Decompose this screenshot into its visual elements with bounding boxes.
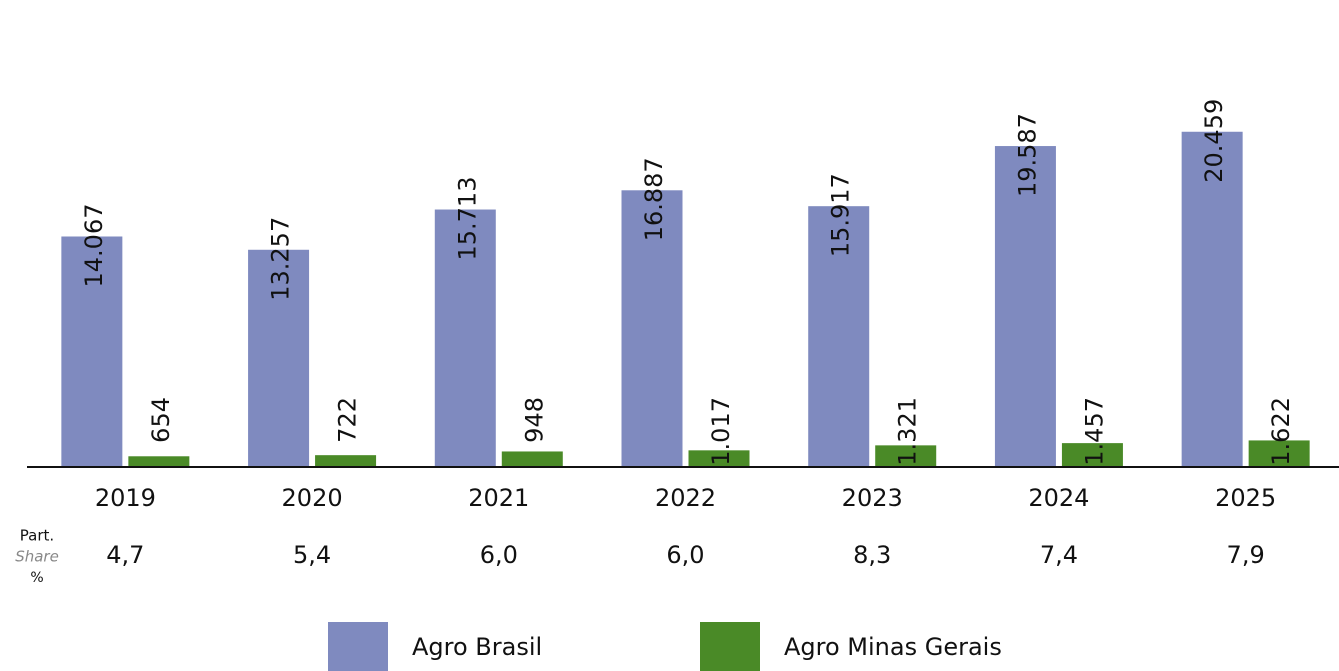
share-label: 8,3 [853,541,891,569]
data-label: 16.887 [640,157,668,241]
x-tick-label: 2022 [655,484,716,512]
share-label: 4,7 [106,541,144,569]
bar [994,146,1056,468]
data-label: 13.257 [267,217,295,301]
bar [808,206,870,467]
x-tick-label: 2023 [842,484,903,512]
bar [128,456,190,467]
bar [688,450,750,467]
data-label: 19.587 [1013,113,1041,197]
data-label: 20.459 [1200,99,1228,183]
bar [1248,440,1310,467]
share-label: 7,9 [1227,541,1265,569]
data-label: 15.917 [827,173,855,257]
bar [315,455,377,467]
share-label: 6,0 [480,541,518,569]
x-tick-label: 2020 [282,484,343,512]
bar [621,190,683,467]
data-label: 15.713 [453,177,481,261]
bar [1181,131,1243,468]
x-tick-label: 2025 [1215,484,1276,512]
data-label: 1.622 [1267,397,1295,466]
data-label: 654 [147,397,175,443]
legend-label: Agro Minas Gerais [784,633,1002,661]
data-label: 948 [520,397,548,443]
bar [248,249,310,467]
x-tick-label: 2021 [468,484,529,512]
data-label: 1.321 [894,397,922,466]
share-title: % [30,570,43,586]
share-title: Share [15,548,59,566]
bar [501,451,563,467]
data-label: 722 [334,397,362,443]
share-label: 5,4 [293,541,331,569]
bar [434,209,496,467]
bar [875,445,937,467]
x-tick-label: 2024 [1028,484,1089,512]
legend-label: Agro Brasil [412,633,542,661]
share-title: Part. [20,527,54,545]
data-label: 1.017 [707,397,735,466]
x-tick-label: 2019 [95,484,156,512]
bar [61,236,123,467]
bar [1061,443,1123,467]
share-label: 7,4 [1040,541,1078,569]
legend-swatch [328,622,388,671]
share-label: 6,0 [666,541,704,569]
legend-swatch [700,622,760,671]
data-label: 1.457 [1080,397,1108,466]
data-label: 14.067 [80,203,108,287]
